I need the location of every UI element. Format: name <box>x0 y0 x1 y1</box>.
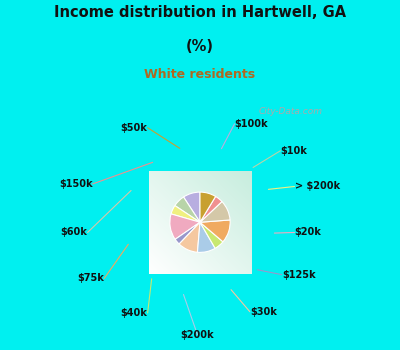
Wedge shape <box>170 214 200 239</box>
Text: $150k: $150k <box>59 179 93 189</box>
Text: $200k: $200k <box>181 330 214 340</box>
Text: City-Data.com: City-Data.com <box>259 107 323 116</box>
Wedge shape <box>200 222 223 248</box>
Wedge shape <box>198 222 215 252</box>
Text: $100k: $100k <box>234 119 268 129</box>
Wedge shape <box>200 220 230 242</box>
Wedge shape <box>179 222 200 252</box>
Text: (%): (%) <box>186 39 214 54</box>
Text: $75k: $75k <box>77 273 104 284</box>
Wedge shape <box>200 202 230 222</box>
Text: Income distribution in Hartwell, GA: Income distribution in Hartwell, GA <box>54 5 346 20</box>
Text: White residents: White residents <box>144 68 256 81</box>
Text: $30k: $30k <box>250 307 277 317</box>
Wedge shape <box>200 196 222 222</box>
Wedge shape <box>175 222 200 244</box>
Wedge shape <box>171 205 200 222</box>
Text: $60k: $60k <box>61 228 88 237</box>
Text: $10k: $10k <box>280 146 307 156</box>
Wedge shape <box>184 192 200 222</box>
Wedge shape <box>200 192 216 222</box>
Text: $20k: $20k <box>294 228 322 237</box>
Wedge shape <box>175 197 200 222</box>
Text: $125k: $125k <box>282 270 315 280</box>
Text: $50k: $50k <box>121 123 148 133</box>
Text: $40k: $40k <box>121 308 148 318</box>
Text: > $200k: > $200k <box>294 182 340 191</box>
